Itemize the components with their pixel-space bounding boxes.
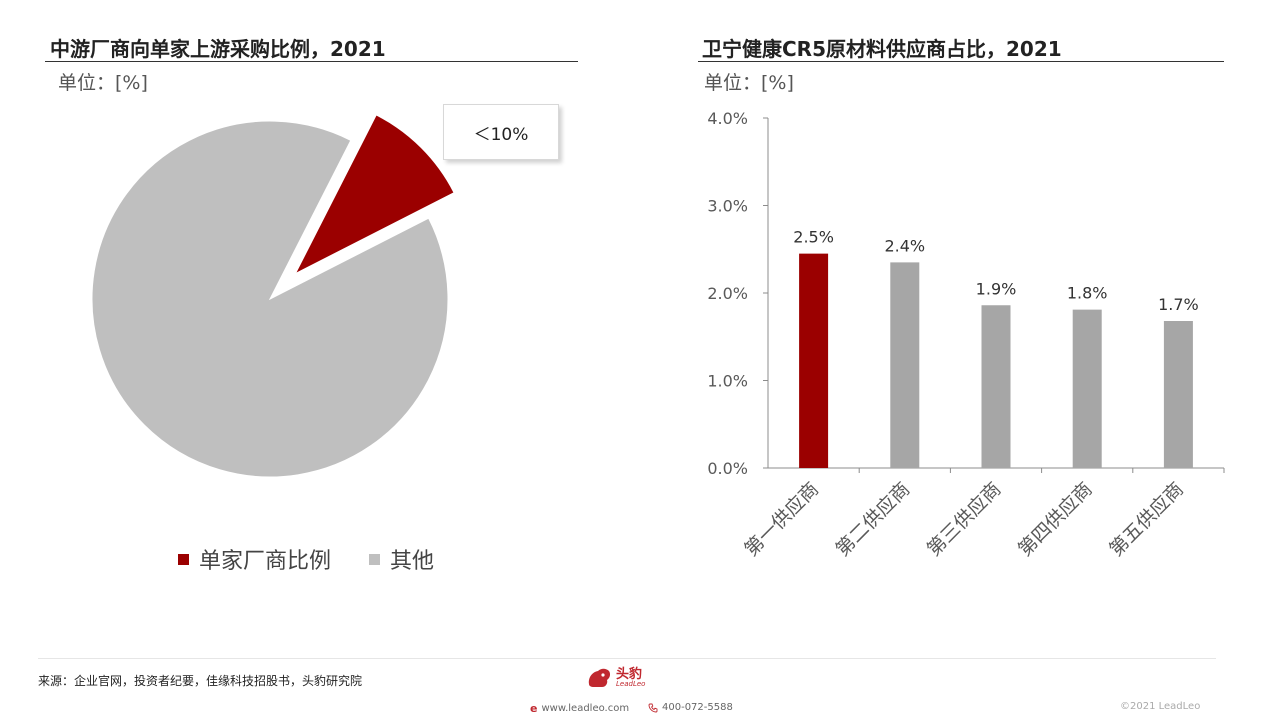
- phone-contact: 400-072-5588: [648, 702, 733, 713]
- phone-number: 400-072-5588: [662, 702, 733, 713]
- logo-text: 头豹: [616, 667, 643, 682]
- y-tick-label: 4.0%: [707, 109, 748, 128]
- y-tick-label: 1.0%: [707, 372, 748, 391]
- web-icon: e: [530, 702, 538, 715]
- y-tick-label: 2.0%: [707, 284, 748, 303]
- x-category-label: 第五供应商: [1105, 478, 1188, 561]
- footer-divider: [38, 658, 1216, 659]
- right-chart-title: 卫宁健康CR5原材料供应商占比，2021: [702, 37, 1062, 61]
- website-contact[interactable]: e www.leadleo.com: [530, 702, 629, 715]
- left-title-rule: [45, 61, 578, 62]
- bar-chart: 0.0% 1.0% 2.0% 3.0% 4.0% 2.5% 第一供应商 2.4% 第二供应商 1.…: [707, 109, 1225, 561]
- website-link[interactable]: www.leadleo.com: [541, 703, 630, 714]
- y-tick-label: 3.0%: [707, 197, 748, 216]
- bar-5: [1163, 321, 1193, 468]
- pie-callout-text: ＜10%: [473, 124, 529, 145]
- bar-3: [981, 305, 1011, 468]
- legend-swatch-single-vendor: [178, 553, 189, 565]
- bar-data-label: 2.5%: [793, 228, 834, 247]
- logo-subtext: LeadLeo: [616, 680, 646, 688]
- bar-data-label: 1.8%: [1067, 284, 1108, 303]
- pie-slice-other: [91, 120, 449, 478]
- x-category-label: 第三供应商: [923, 478, 1006, 561]
- pie-callout: ＜10%: [443, 104, 559, 160]
- x-category-label: 第二供应商: [832, 478, 915, 561]
- y-tick-label: 0.0%: [707, 459, 748, 478]
- bar-1: [799, 253, 829, 468]
- bar-data-label: 1.7%: [1158, 295, 1199, 314]
- legend-label-single-vendor: 单家厂商比例: [199, 549, 332, 574]
- x-category-label: 第一供应商: [740, 478, 823, 561]
- pie-chart: [91, 114, 455, 478]
- right-title-rule: [698, 61, 1224, 62]
- leopard-logo-icon: [588, 668, 611, 687]
- right-unit-label: 单位：[%]: [704, 72, 794, 94]
- bar-2: [890, 262, 920, 468]
- source-note: 来源：企业官网，投资者纪要，佳缘科技招股书，头豹研究院: [38, 674, 363, 688]
- pie-legend: 单家厂商比例 其他: [178, 543, 434, 575]
- left-unit-label: 单位：[%]: [58, 72, 148, 94]
- pie-slice-single-vendor: [294, 114, 455, 275]
- left-chart-title: 中游厂商向单家上游采购比例，2021: [50, 37, 386, 61]
- bar-data-label: 2.4%: [884, 236, 925, 255]
- x-category-label: 第四供应商: [1014, 478, 1097, 561]
- bar-data-label: 1.9%: [976, 279, 1017, 298]
- legend-swatch-other: [369, 553, 381, 565]
- copyright: ©2021 LeadLeo: [1120, 701, 1201, 712]
- bar-4: [1072, 309, 1102, 468]
- phone-icon: [648, 703, 658, 712]
- legend-label-other: 其他: [390, 549, 435, 574]
- leadleo-logo: 头豹 LeadLeo: [586, 666, 645, 690]
